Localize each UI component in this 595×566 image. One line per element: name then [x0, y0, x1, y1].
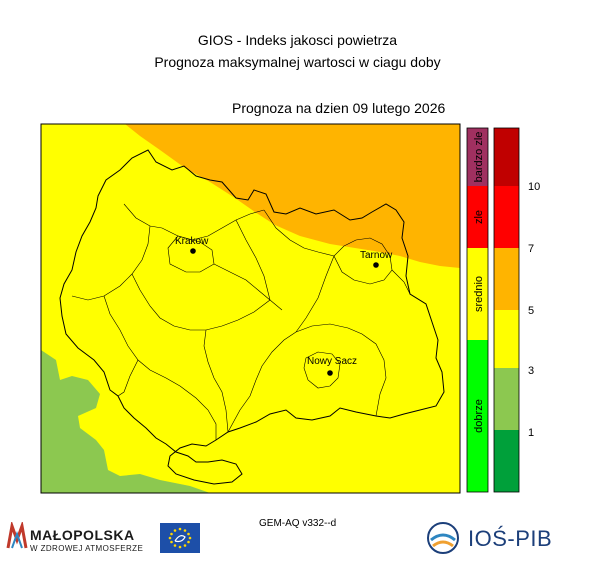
legend-cell-good	[467, 340, 488, 492]
scale-tick-label: 10	[528, 181, 540, 193]
legend-cell-moderate	[467, 248, 488, 340]
legend-label-very-bad: bardzo zle	[473, 132, 485, 183]
scale-band-1	[494, 430, 519, 492]
scale-band-2	[494, 368, 519, 430]
city-nowy-sacz: Nowy Sacz	[307, 356, 357, 376]
malopolska-name: MAŁOPOLSKA	[30, 527, 135, 543]
ios-pib-logo-icon	[427, 522, 459, 554]
model-label: GEM-AQ v332--d	[259, 518, 337, 529]
map-frame	[40, 123, 461, 494]
map-subtitle: Prognoza maksymalnej wartosci w ciagu do…	[154, 54, 441, 70]
scale-band-5	[494, 186, 519, 248]
legend-cell-bad	[467, 186, 488, 248]
value-scale: 10 7 5 3 1	[493, 127, 540, 493]
city-marker	[327, 370, 333, 376]
ios-pib-name: IOŚ-PIB	[468, 526, 553, 551]
scale-tick-label: 1	[528, 427, 534, 439]
map-title: GIOS - Indeks jakosci powietrza	[197, 32, 398, 48]
scale-band-4	[494, 248, 519, 310]
city-label: Krakow	[175, 236, 209, 247]
scale-band-3	[494, 310, 519, 368]
category-legend: bardzo zle zle srednio dobrze	[466, 127, 489, 493]
scale-tick-label: 3	[528, 365, 534, 377]
malopolska-tagline: W ZDROWEJ ATMOSFERZE	[30, 544, 144, 553]
legend-label-bad: zle	[473, 210, 485, 224]
forecast-date: Prognoza na dzien 09 lutego 2026	[232, 100, 446, 116]
city-krakow: Krakow	[175, 236, 209, 254]
city-marker	[190, 248, 196, 254]
city-tarnow: Tarnow	[360, 250, 393, 268]
city-marker	[373, 262, 379, 268]
zone-sufficient	[125, 124, 460, 268]
voivodeship-boundary	[59, 149, 445, 485]
legend-label-moderate: srednio	[473, 276, 485, 312]
legend-label-good: dobrze	[473, 399, 485, 433]
eu-life-logo-icon	[160, 523, 200, 553]
city-label: Tarnow	[360, 250, 393, 261]
county-boundaries	[71, 203, 411, 440]
scale-tick-label: 5	[528, 305, 534, 317]
zone-good	[41, 350, 210, 493]
scale-tick-label: 7	[528, 243, 534, 255]
legend-cell-very-bad	[467, 128, 488, 186]
scale-band-6	[494, 128, 519, 186]
city-label: Nowy Sacz	[307, 356, 357, 367]
malopolska-logo-icon	[6, 522, 28, 549]
